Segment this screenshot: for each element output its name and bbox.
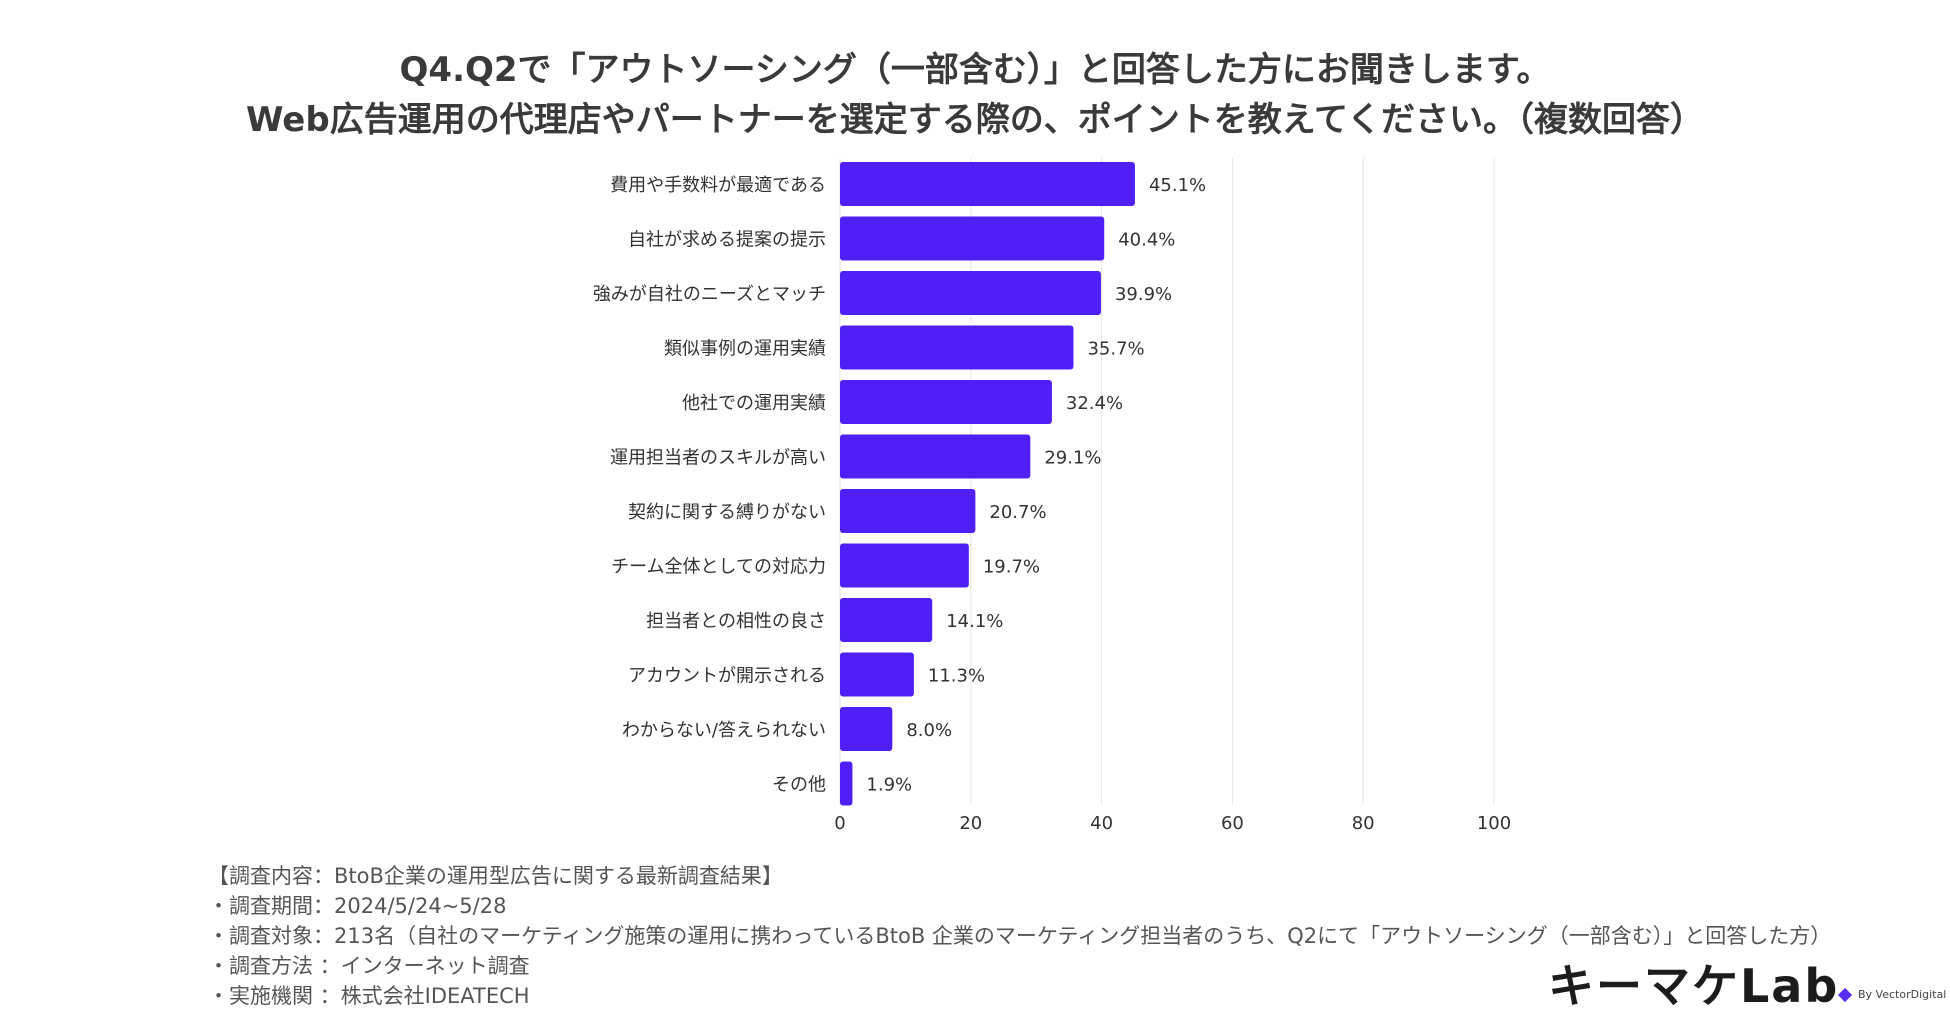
footnote-survey-content: 【調査内容：BtoB企業の運用型広告に関する最新調査結果】 xyxy=(208,864,783,888)
category-label-2: 強みが自社のニーズとマッチ xyxy=(593,284,826,305)
footnote-survey-period: ・調査期間：2024/5/24~5/28 xyxy=(208,894,507,918)
value-label-9: 11.3% xyxy=(928,666,985,687)
value-label-3: 35.7% xyxy=(1087,339,1144,360)
bar-10 xyxy=(840,707,893,751)
bar-1 xyxy=(840,216,1105,261)
chart-title-line2: Web広告運用の代理店やパートナーを選定する際の、ポイントを教えてください。（複… xyxy=(246,100,1704,140)
x-tick-label-4: 80 xyxy=(1352,813,1375,834)
bar-0 xyxy=(840,162,1135,206)
value-label-8: 14.1% xyxy=(946,611,1003,632)
value-label-2: 39.9% xyxy=(1115,284,1172,305)
bar-2 xyxy=(840,271,1101,315)
category-label-10: わからない/答えられない xyxy=(622,720,826,741)
chart-title-line1: Q4.Q2で「アウトソーシング（一部含む）」と回答した方にお聞きします。 xyxy=(399,50,1551,90)
bar-9 xyxy=(840,652,914,697)
category-label-4: 他社での運用実績 xyxy=(682,393,826,414)
category-label-11: その他 xyxy=(772,775,826,796)
x-tick-label-5: 100 xyxy=(1477,813,1511,834)
x-tick-label-3: 60 xyxy=(1221,813,1244,834)
value-label-1: 40.4% xyxy=(1118,230,1175,251)
value-label-10: 8.0% xyxy=(906,720,952,741)
bar-7 xyxy=(840,543,969,588)
category-label-7: チーム全体としての対応力 xyxy=(611,557,826,578)
category-label-6: 契約に関する縛りがない xyxy=(628,502,826,523)
footnote-survey-org: ・実施機関 ：株式会社IDEATECH xyxy=(208,984,530,1008)
category-label-0: 費用や手数料が最適である xyxy=(610,175,826,196)
bar-11 xyxy=(840,761,853,806)
bar-5 xyxy=(840,434,1031,479)
value-label-4: 32.4% xyxy=(1066,393,1123,414)
logo-text: キーマケLab xyxy=(1548,959,1840,1013)
value-label-5: 29.1% xyxy=(1044,448,1101,469)
bar-6 xyxy=(840,489,976,533)
x-tick-label-2: 40 xyxy=(1090,813,1113,834)
footnote-survey-target: ・調査対象：213名（自社のマーケティング施策の運用に携わっているBtoB 企業… xyxy=(208,924,1832,948)
logo-byline: By VectorDigital xyxy=(1858,988,1947,1001)
bar-8 xyxy=(840,598,933,642)
category-label-5: 運用担当者のスキルが高い xyxy=(610,448,826,469)
category-label-9: アカウントが開示される xyxy=(628,666,826,687)
bar-3 xyxy=(840,325,1074,370)
x-tick-label-1: 20 xyxy=(959,813,982,834)
bar-4 xyxy=(840,380,1052,424)
footnote-survey-method: ・調査方法 ：インターネット調査 xyxy=(208,954,530,978)
category-label-1: 自社が求める提案の提示 xyxy=(628,230,826,251)
value-label-11: 1.9% xyxy=(866,775,912,796)
brand-logo: キーマケLab By VectorDigital xyxy=(1548,950,1946,1013)
value-label-0: 45.1% xyxy=(1149,175,1206,196)
category-label-8: 担当者との相性の良さ xyxy=(646,611,826,632)
logo-accent-dot xyxy=(1837,987,1853,1003)
x-tick-label-0: 0 xyxy=(834,813,845,834)
category-label-3: 類似事例の運用実績 xyxy=(664,339,826,360)
value-label-7: 19.7% xyxy=(983,557,1040,578)
value-label-6: 20.7% xyxy=(989,502,1046,523)
bar-chart: 費用や手数料が最適である 45.1% 自社が求める提案の提示 40.4% 強みが自社のニ… xyxy=(593,158,1511,834)
